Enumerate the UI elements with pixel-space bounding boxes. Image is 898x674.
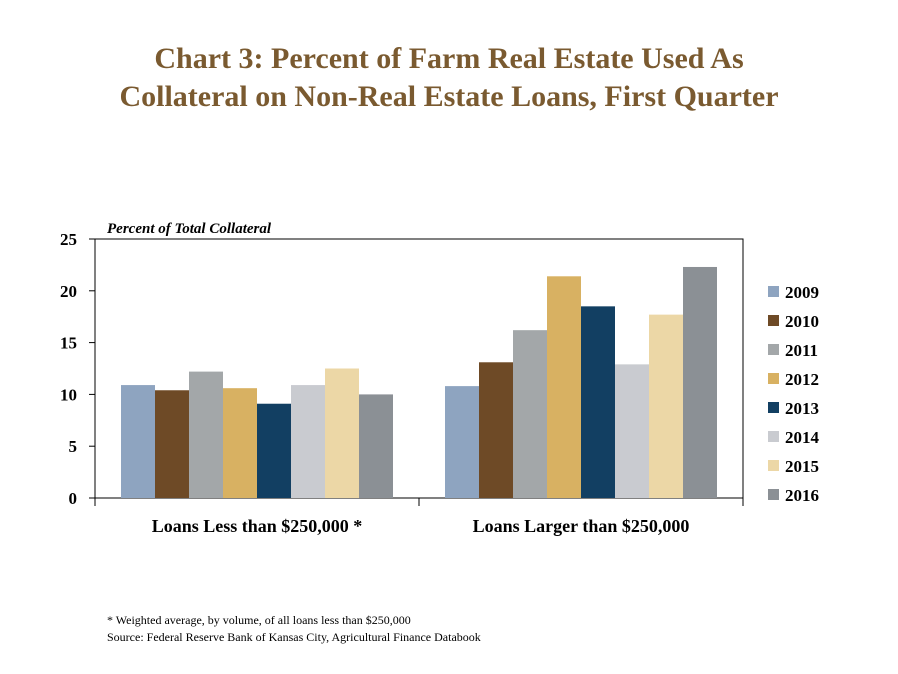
legend-label-2011: 2011 <box>785 341 818 360</box>
legend-label-2009: 2009 <box>785 283 819 302</box>
bar-2016-category-2 <box>683 266 717 498</box>
bar-2009-category-1 <box>121 385 155 498</box>
y-tick-label-5: 5 <box>69 437 78 456</box>
chart-title: Chart 3: Percent of Farm Real Estate Use… <box>0 40 898 116</box>
bar-2012-category-2 <box>547 276 581 498</box>
legend-label-2010: 2010 <box>785 312 819 331</box>
bar-2013-category-1 <box>257 403 291 498</box>
footnote-source: Source: Federal Reserve Bank of Kansas C… <box>107 630 481 644</box>
y-tick-label-20: 20 <box>60 282 77 301</box>
x-category-label-1: Loans Less than $250,000 * <box>152 516 363 536</box>
y-tick-label-15: 15 <box>60 334 77 353</box>
x-category-label-2: Loans Larger than $250,000 <box>473 516 690 536</box>
bar-2016-category-1 <box>359 394 393 498</box>
y-tick-label-0: 0 <box>69 489 78 508</box>
footnotes: * Weighted average, by volume, of all lo… <box>107 612 481 646</box>
y-tick-label-25: 25 <box>60 230 77 249</box>
legend-label-2014: 2014 <box>785 428 820 447</box>
y-axis-label: Percent of Total Collateral <box>107 221 272 237</box>
legend-swatch-2013 <box>768 402 779 413</box>
legend-label-2016: 2016 <box>785 486 819 505</box>
legend-label-2012: 2012 <box>785 370 819 389</box>
footnote-weighted-average: * Weighted average, by volume, of all lo… <box>107 613 411 627</box>
bar-2010-category-1 <box>155 390 189 498</box>
bar-2013-category-2 <box>581 306 615 498</box>
bar-2009-category-2 <box>445 386 479 498</box>
bar-2012-category-1 <box>223 388 257 498</box>
bar-2011-category-2 <box>513 330 547 498</box>
chart-title-line-2: Collateral on Non-Real Estate Loans, Fir… <box>119 80 779 113</box>
bar-2015-category-1 <box>325 368 359 498</box>
legend-label-2015: 2015 <box>785 457 819 476</box>
chart-title-line-1: Chart 3: Percent of Farm Real Estate Use… <box>154 42 744 75</box>
bar-2014-category-2 <box>615 364 649 498</box>
bar-2015-category-2 <box>649 314 683 498</box>
legend-swatch-2011 <box>768 344 779 355</box>
legend-swatch-2009 <box>768 286 779 297</box>
legend-swatch-2015 <box>768 460 779 471</box>
legend-swatch-2012 <box>768 373 779 384</box>
legend-swatch-2014 <box>768 431 779 442</box>
y-tick-label-10: 10 <box>60 385 77 404</box>
legend-swatch-2010 <box>768 315 779 326</box>
bar-2011-category-1 <box>189 371 223 498</box>
legend-label-2013: 2013 <box>785 399 819 418</box>
bar-2014-category-1 <box>291 385 325 498</box>
bar-2010-category-2 <box>479 362 513 498</box>
legend-swatch-2016 <box>768 489 779 500</box>
